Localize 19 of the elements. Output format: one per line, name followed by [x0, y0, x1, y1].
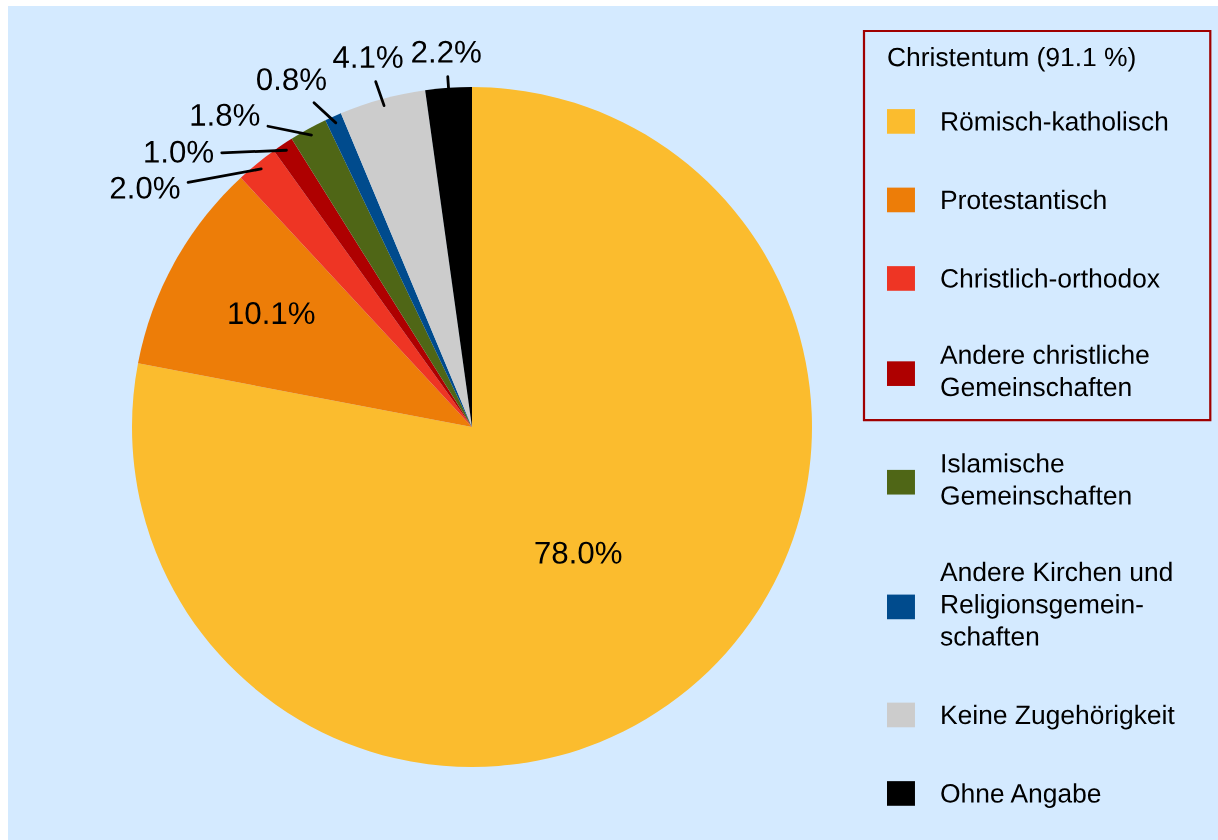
legend-label: Protestantisch — [942, 189, 1106, 210]
data-label: 1.8% — [191, 103, 260, 126]
data-label: 1.0% — [145, 140, 214, 163]
legend-title: Christentum (91.1 %) — [888, 47, 1135, 72]
data-label: 10.1% — [229, 302, 315, 325]
pie-slice — [340, 90, 472, 427]
legend-label: Ohne Angabe — [941, 783, 1101, 808]
data-label: 2.2% — [412, 40, 481, 63]
legend-label: Islamische Gemeinschaften — [941, 453, 1131, 505]
legend-label: Andere Kirchen und Religionsgemein- schaften — [940, 561, 1172, 646]
legend-label: Römisch-katholisch — [942, 111, 1168, 131]
legend-label: Keine Zugehörigkeit — [942, 704, 1175, 730]
data-label: 2.0% — [110, 176, 180, 199]
pie-slice — [325, 113, 472, 427]
data-label: 78.0% — [535, 541, 622, 564]
data-label: 0.8% — [257, 68, 326, 91]
data-label: 4.1% — [333, 46, 403, 68]
legend-label: Andere christliche Gemeinschaften — [940, 344, 1149, 397]
legend-label: Christlich-orthodox — [941, 268, 1160, 288]
